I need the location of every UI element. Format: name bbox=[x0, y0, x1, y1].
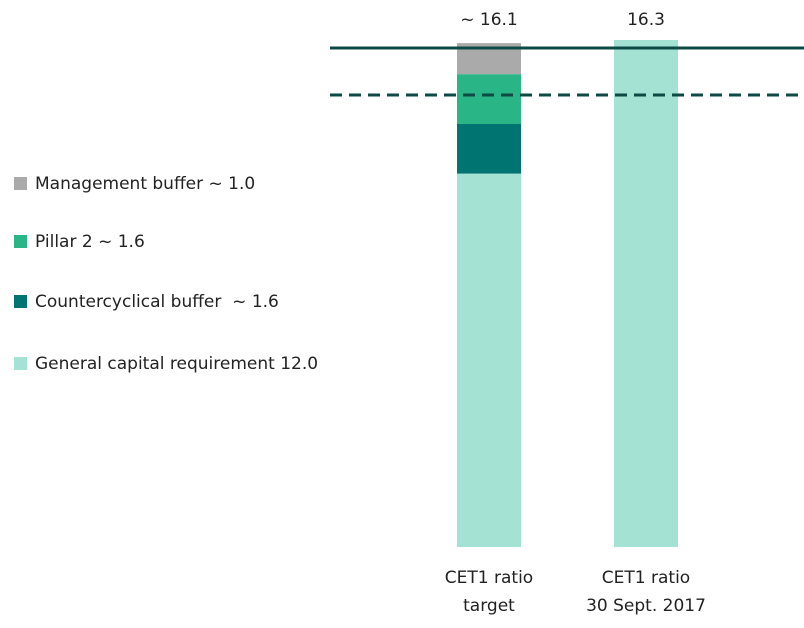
legend-swatch bbox=[14, 357, 27, 370]
legend-swatch bbox=[14, 235, 27, 248]
legend-swatch bbox=[14, 295, 27, 308]
total-label: ~ 16.1 bbox=[460, 10, 518, 30]
bar-segment bbox=[457, 173, 521, 547]
bar-segment bbox=[614, 40, 678, 547]
legend-label: Pillar 2 ~ 1.6 bbox=[35, 232, 145, 252]
x-tick-label: target bbox=[463, 596, 515, 616]
x-tick-label: 30 Sept. 2017 bbox=[586, 596, 706, 616]
bar-segment bbox=[457, 123, 521, 174]
legend-label: Countercyclical buffer ~ 1.6 bbox=[35, 292, 279, 312]
bar-segment bbox=[457, 74, 521, 124]
total-label: 16.3 bbox=[627, 10, 665, 30]
legend-label: General capital requirement 12.0 bbox=[35, 354, 318, 374]
legend-label: Management buffer ~ 1.0 bbox=[35, 174, 255, 194]
legend-swatch bbox=[14, 177, 27, 190]
x-tick-label: CET1 ratio bbox=[445, 568, 533, 588]
x-tick-label: CET1 ratio bbox=[602, 568, 690, 588]
